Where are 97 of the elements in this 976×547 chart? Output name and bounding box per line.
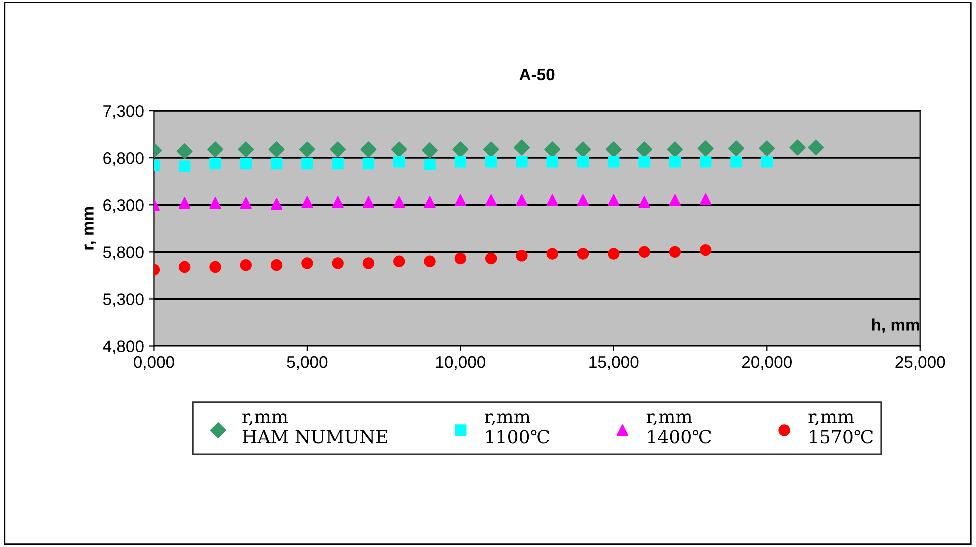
point <box>516 250 528 262</box>
point <box>302 158 314 170</box>
point <box>669 194 682 206</box>
x-tick-label: 5,000 <box>287 356 328 370</box>
point <box>759 140 776 157</box>
y-tick-label: 7,300 <box>104 105 144 120</box>
y-axis-title: r, mm <box>84 207 96 250</box>
point <box>332 258 344 270</box>
point <box>240 259 252 272</box>
point <box>362 258 375 270</box>
point <box>808 140 824 156</box>
point <box>360 142 377 158</box>
point <box>452 142 469 158</box>
point <box>394 156 406 168</box>
x-tick-label: 0,000 <box>134 356 174 370</box>
point <box>270 198 283 210</box>
point <box>698 140 714 157</box>
point <box>608 248 620 260</box>
point <box>730 156 742 168</box>
point <box>362 158 375 170</box>
point <box>394 196 406 208</box>
point <box>790 140 806 156</box>
point <box>391 142 408 158</box>
legend-label: r,mm 1570℃ <box>808 414 874 444</box>
point <box>454 156 467 168</box>
point <box>636 142 653 158</box>
point <box>606 142 622 158</box>
point <box>608 156 620 168</box>
point <box>544 142 561 158</box>
point <box>761 156 773 168</box>
legend-label: r,mm HAM NUMUNE <box>242 414 388 444</box>
point <box>179 261 191 274</box>
x-tick-label: 20,000 <box>742 356 792 370</box>
point <box>424 256 436 268</box>
point <box>669 246 682 258</box>
point <box>514 140 530 156</box>
point <box>179 197 191 210</box>
point <box>700 156 712 168</box>
point <box>728 140 744 157</box>
y-tick-label: 5,300 <box>103 294 144 308</box>
point <box>179 160 191 172</box>
point <box>210 197 222 210</box>
point <box>424 158 436 171</box>
legend-label: r,mm 1100℃ <box>484 414 550 444</box>
y-tick-label: 5,800 <box>103 246 144 260</box>
point <box>422 142 438 159</box>
point <box>667 142 684 158</box>
point <box>299 142 316 158</box>
point <box>608 194 620 206</box>
point <box>240 158 252 170</box>
x-tick-label: 25,000 <box>896 356 946 370</box>
point <box>240 197 252 210</box>
point <box>454 252 467 265</box>
point <box>485 194 498 206</box>
point <box>362 196 375 208</box>
point <box>270 158 283 170</box>
point <box>575 142 592 158</box>
point <box>546 194 558 206</box>
point <box>330 142 346 158</box>
point <box>577 156 590 168</box>
point <box>238 142 254 158</box>
point <box>577 248 590 260</box>
point <box>176 144 193 160</box>
x-tick-label: 15,000 <box>590 356 639 370</box>
point <box>210 261 222 274</box>
point <box>546 248 558 260</box>
y-tick-label: 4,800 <box>103 340 144 354</box>
point <box>546 156 558 168</box>
point <box>208 142 224 158</box>
point <box>700 194 712 206</box>
point <box>302 258 314 270</box>
point <box>394 256 406 268</box>
point <box>638 196 650 208</box>
point <box>332 158 344 170</box>
point <box>577 194 590 206</box>
point <box>268 142 285 158</box>
point <box>638 246 650 258</box>
point <box>332 196 344 208</box>
point <box>270 259 283 272</box>
point <box>424 196 436 208</box>
point <box>483 142 500 158</box>
y-tick-label: 6,300 <box>104 200 144 214</box>
point <box>669 156 682 168</box>
x-tick-label: 10,000 <box>436 356 486 370</box>
point <box>485 252 498 265</box>
x-axis-title: h, mm <box>872 318 920 334</box>
point <box>485 156 498 168</box>
legend-label: r,mm 1400℃ <box>646 414 712 444</box>
y-tick-label: 6,800 <box>104 152 144 166</box>
chart-title: A-50 <box>520 68 555 81</box>
point <box>210 158 222 170</box>
point <box>516 156 528 168</box>
point <box>454 194 467 206</box>
point <box>302 196 314 208</box>
point <box>700 244 712 256</box>
point <box>516 194 528 206</box>
point <box>638 156 650 168</box>
